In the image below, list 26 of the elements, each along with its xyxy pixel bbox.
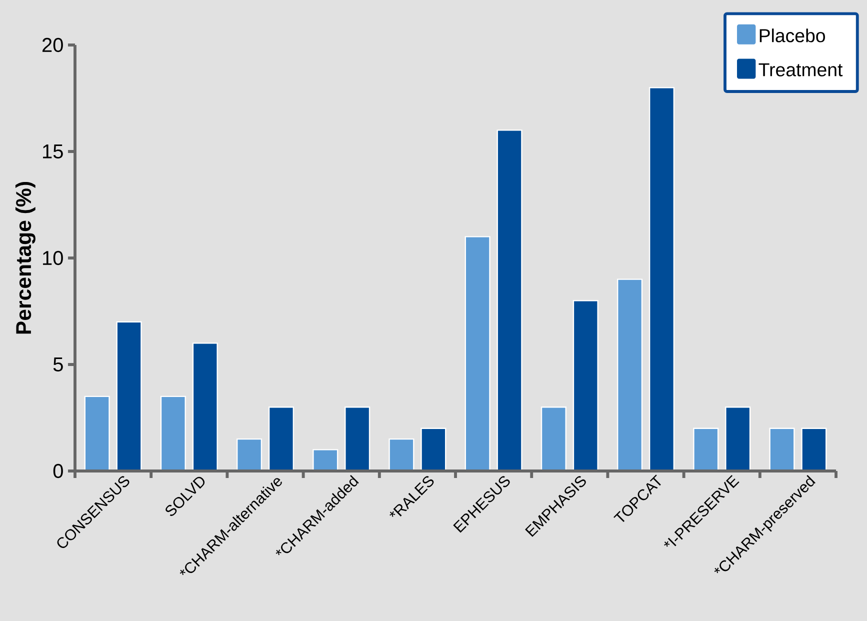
bar — [573, 300, 598, 471]
y-axis-title: Percentage (%) — [15, 182, 36, 334]
bar — [497, 130, 522, 471]
bar — [161, 396, 186, 471]
bar — [542, 407, 566, 471]
y-tick-label: 20 — [42, 38, 63, 52]
bar — [345, 407, 370, 471]
bar — [801, 428, 827, 471]
bar — [650, 88, 674, 471]
legend-label: Treatment — [758, 63, 843, 76]
y-tick-label: 10 — [43, 250, 63, 266]
bar — [192, 343, 218, 471]
y-tick-label: 5 — [53, 358, 63, 372]
bar — [726, 407, 750, 471]
bar — [237, 439, 262, 471]
bar — [694, 428, 718, 471]
bar — [116, 322, 142, 471]
bar — [84, 396, 110, 471]
legend-label: Placebo — [760, 28, 825, 42]
bar — [269, 407, 294, 471]
bar — [465, 236, 490, 471]
y-tick-label: 0 — [53, 464, 63, 478]
bar — [769, 428, 795, 471]
y-tick-label: 15 — [43, 144, 63, 158]
bar — [618, 279, 642, 471]
bar — [421, 428, 446, 471]
